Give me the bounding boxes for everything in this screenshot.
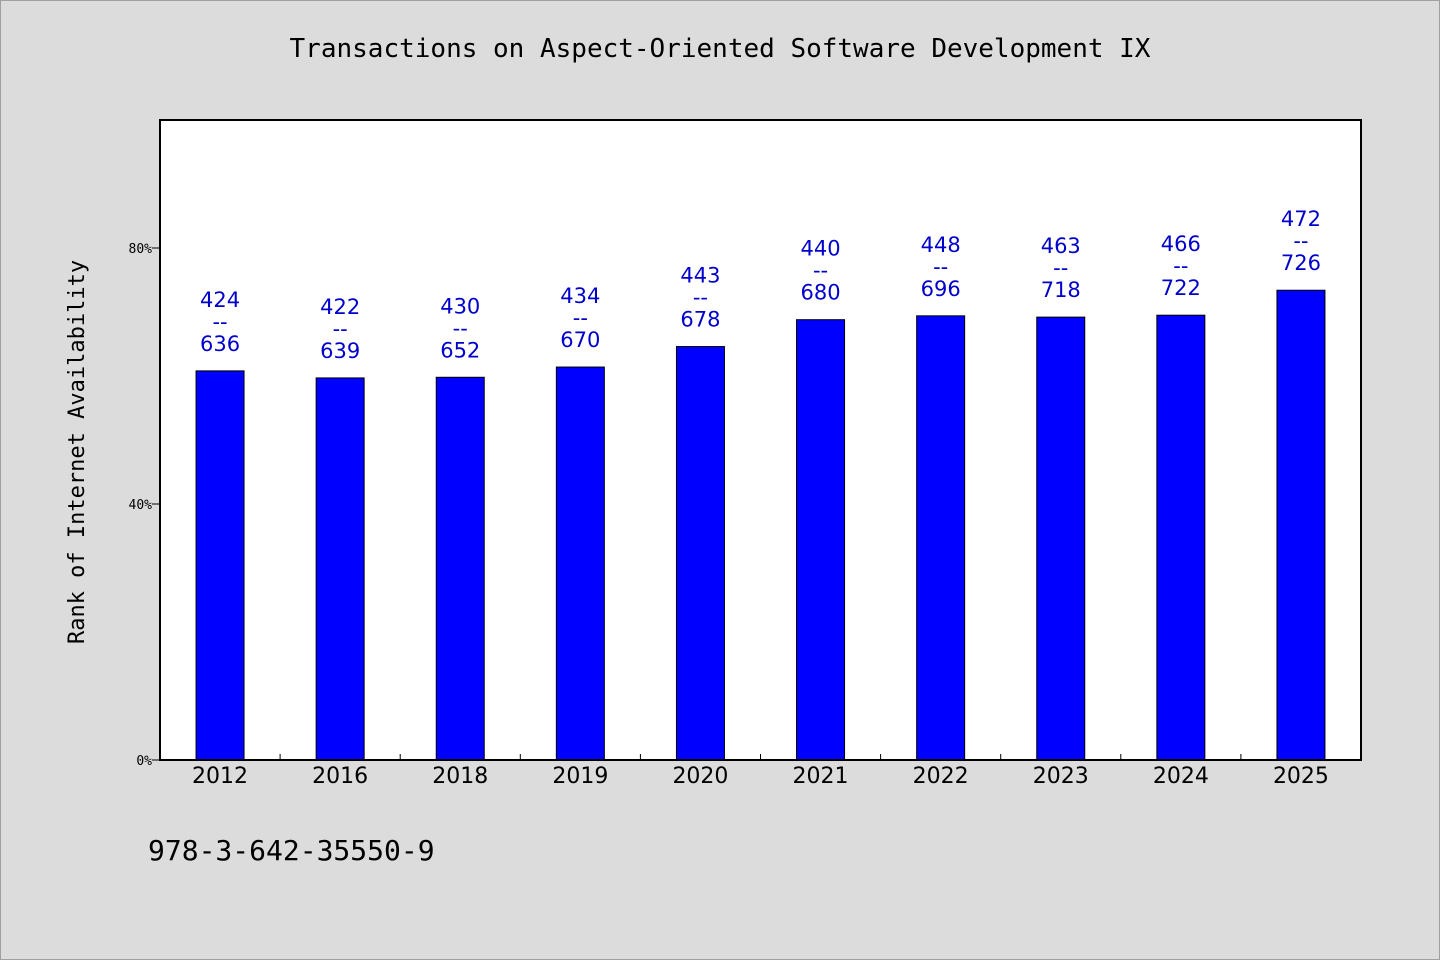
- data-label-2016-2: 639: [320, 339, 360, 363]
- x-tick-label-2016: 2016: [312, 764, 368, 789]
- bar-2020: [675, 346, 725, 761]
- bar-2025: [1276, 289, 1326, 761]
- bar-2016: [315, 377, 365, 761]
- data-label-2024-0: 466: [1161, 232, 1201, 256]
- data-label-2021-0: 440: [801, 237, 841, 261]
- x-tick-label-2020: 2020: [672, 764, 728, 789]
- data-label-2022-1: --: [933, 255, 948, 279]
- bar-2021: [796, 319, 846, 761]
- data-label-2018-1: --: [453, 316, 468, 340]
- bar-2019: [555, 366, 605, 761]
- data-label-2024-1: --: [1173, 254, 1188, 278]
- data-label-2021-2: 680: [801, 281, 841, 305]
- x-tick-label-2012: 2012: [192, 764, 248, 789]
- data-label-2012-1: --: [212, 310, 227, 334]
- data-label-2023-2: 718: [1041, 278, 1081, 302]
- data-label-2016-0: 422: [320, 295, 360, 319]
- y-axis-label: Rank of Internet Availability: [65, 260, 90, 644]
- bar-2024: [1156, 314, 1206, 761]
- data-label-2020-0: 443: [680, 264, 720, 288]
- data-label-2022-2: 696: [921, 277, 961, 301]
- data-label-2016-1: --: [333, 317, 348, 341]
- bar-2012: [195, 370, 245, 761]
- data-label-2025-1: --: [1293, 229, 1308, 253]
- x-tick-label-2021: 2021: [793, 764, 849, 789]
- bar-2018: [435, 376, 485, 761]
- data-label-2022-0: 448: [921, 233, 961, 257]
- data-label-2019-0: 434: [560, 284, 600, 308]
- data-label-2024-2: 722: [1161, 276, 1201, 300]
- y-tick-label-40: 40%: [129, 498, 153, 513]
- y-tick-label-80: 80%: [129, 242, 153, 257]
- data-label-2019-2: 670: [560, 328, 600, 352]
- x-tick-label-2023: 2023: [1033, 764, 1089, 789]
- data-label-2012-2: 636: [200, 332, 240, 356]
- x-tick-label-2019: 2019: [552, 764, 608, 789]
- data-label-2012-0: 424: [200, 288, 240, 312]
- bar-2022: [916, 315, 966, 761]
- x-tick-label-2025: 2025: [1273, 764, 1329, 789]
- plot-border: [159, 119, 1362, 761]
- data-label-2018-0: 430: [440, 294, 480, 318]
- data-label-2025-2: 726: [1281, 251, 1321, 275]
- footnote-isbn: 978-3-642-35550-9: [148, 834, 435, 867]
- chart-title: Transactions on Aspect-Oriented Software…: [289, 34, 1151, 64]
- data-label-2023-1: --: [1053, 256, 1068, 280]
- data-label-2018-2: 652: [440, 338, 480, 362]
- bar-2023: [1036, 316, 1086, 761]
- x-tick-label-2022: 2022: [913, 764, 969, 789]
- data-label-2023-0: 463: [1041, 234, 1081, 258]
- data-label-2019-1: --: [573, 306, 588, 330]
- data-label-2020-2: 678: [680, 308, 720, 332]
- data-label-2025-0: 472: [1281, 207, 1321, 231]
- data-label-2020-1: --: [693, 286, 708, 310]
- x-tick-label-2024: 2024: [1153, 764, 1209, 789]
- x-tick-label-2018: 2018: [432, 764, 488, 789]
- data-label-2021-1: --: [813, 259, 828, 283]
- y-tick-label-0: 0%: [136, 754, 152, 769]
